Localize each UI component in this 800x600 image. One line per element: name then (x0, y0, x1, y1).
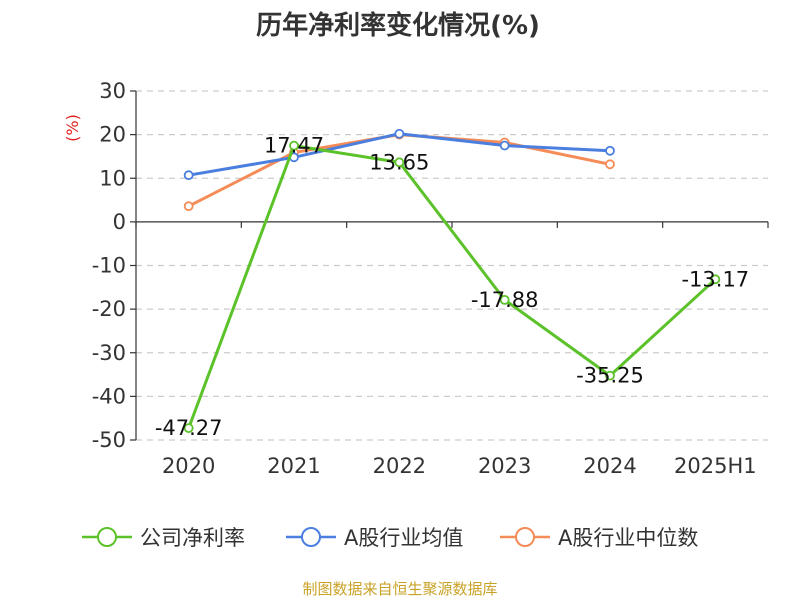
data-point (394, 157, 405, 168)
x-tick-label: 2020 (162, 454, 215, 478)
data-point (394, 128, 405, 139)
y-tick-label: -50 (92, 428, 126, 452)
chart-title: 历年净利率变化情况(%) (256, 10, 540, 41)
series-line (187, 144, 717, 429)
legend-swatch-marker (97, 527, 117, 547)
data-label: 13.65 (369, 150, 429, 174)
data-point (183, 423, 194, 433)
y-tick-label: -10 (92, 254, 126, 278)
legend-label: 公司净利率 (140, 526, 245, 550)
series-layer (183, 128, 721, 433)
x-tick-label: 2022 (373, 454, 426, 478)
data-point (605, 159, 615, 170)
y-tick-label: -20 (92, 297, 126, 321)
legend-swatch-marker (301, 527, 321, 547)
grid (136, 90, 768, 441)
axes: 30 20 10 0 -10 -20 -30 -40 -50 2020 2021 2022 2023 20… (92, 79, 769, 478)
source-note: 制图数据来自恒生聚源数据库 (302, 580, 497, 598)
x-tick-label: 2025H1 (674, 454, 757, 478)
data-label: -17.88 (471, 288, 539, 312)
data-point (499, 294, 510, 305)
y-tick-label: -40 (92, 384, 126, 408)
data-point (183, 170, 194, 181)
data-point (499, 140, 510, 151)
data-label: -47.27 (155, 416, 223, 440)
y-tick-label: 10 (99, 166, 126, 190)
legend-swatch-marker (515, 527, 535, 547)
y-tick-label: -30 (92, 341, 126, 365)
data-point (710, 274, 721, 285)
data-point (605, 370, 615, 381)
data-label: -35.25 (576, 364, 644, 388)
y-tick-label: 20 (99, 123, 126, 147)
legend-label: A股行业均值 (344, 526, 463, 550)
data-labels: -47.27 17.47 13.65 -17.88 -35.25 -13.17 (155, 134, 749, 440)
data-point (605, 145, 615, 156)
x-tick-label: 2024 (583, 454, 636, 478)
data-label: 17.47 (264, 134, 324, 158)
x-tick-label: 2021 (267, 454, 320, 478)
data-label: -13.17 (681, 267, 749, 291)
legend-label: A股行业中位数 (558, 526, 698, 550)
y-axis-label: (%) (63, 114, 82, 142)
legend: 公司净利率 A股行业均值 A股行业中位数 (82, 526, 698, 550)
x-tick-label: 2023 (478, 454, 531, 478)
y-tick-label: 30 (99, 79, 126, 103)
data-point (183, 201, 194, 212)
data-point (289, 140, 299, 151)
y-tick-label: 0 (113, 210, 126, 234)
